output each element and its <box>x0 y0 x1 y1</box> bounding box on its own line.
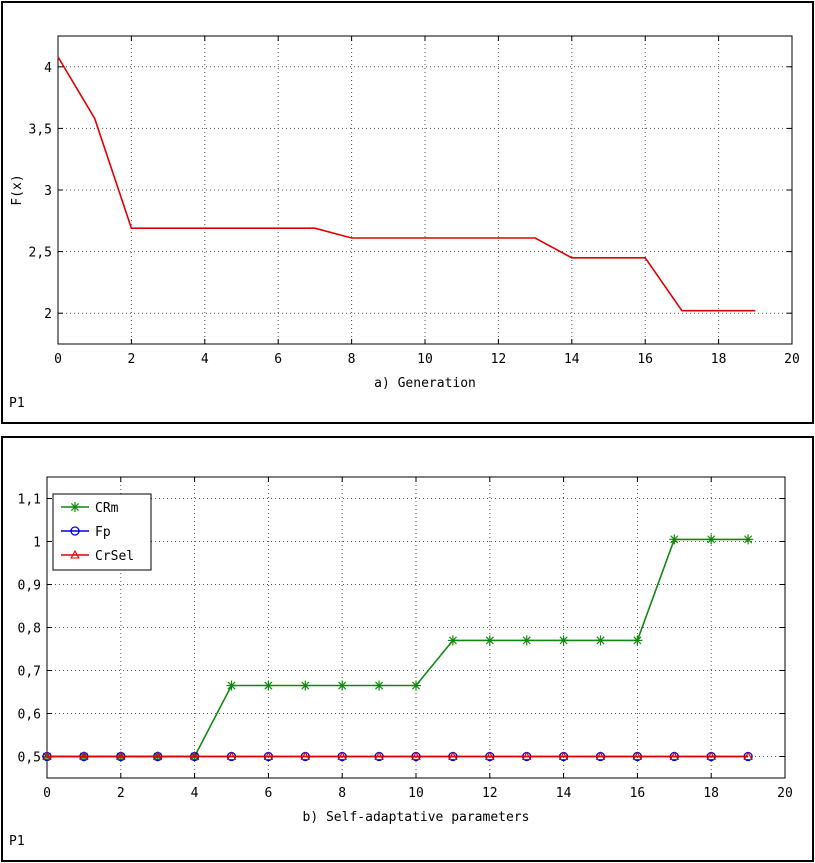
chart-a-y-tick-label: 2,5 <box>29 246 52 261</box>
chart-b-x-tick-label: 10 <box>408 786 424 801</box>
chart-a-x-tick-label: 2 <box>127 352 135 367</box>
chart-b-x-tick-label: 16 <box>630 786 646 801</box>
chart-b-data-point <box>521 751 532 761</box>
chart-a-y-axis-label: F(x) <box>10 174 25 205</box>
chart-b-x-tick-label: 12 <box>482 786 498 801</box>
chart-b-x-tick-label: 4 <box>191 786 199 801</box>
chart-a-x-tick-label: 20 <box>784 352 800 367</box>
chart-b-data-point <box>485 751 495 761</box>
chart-b-data-point <box>337 680 348 691</box>
chart-b-data-point <box>669 534 680 545</box>
chart-b-legend-label: CRm <box>95 501 119 516</box>
chart-b-x-tick-label: 0 <box>43 786 51 801</box>
chart-b-legend-marker <box>70 526 80 536</box>
chart-b-data-point <box>484 635 495 646</box>
chart-b-data-point <box>337 751 347 761</box>
chart-b-data-point <box>669 751 680 761</box>
chart-a-x-tick-label: 10 <box>417 352 433 367</box>
chart-b-data-point <box>374 680 385 691</box>
chart-b-data-point <box>42 751 52 761</box>
chart-panel-b: 0 2 4 6 8 10 12 14 16 18 20 0,5 0,6 0,7 0,8 0,9 1 1,1 b) S… <box>1 436 814 862</box>
chart-a-y-tick-label: 2 <box>44 307 52 322</box>
chart-a-x-tick-label: 18 <box>711 352 727 367</box>
chart-b-data-point <box>79 751 89 761</box>
chart-a-series-line-0 <box>57 56 756 312</box>
chart-a-y-tick-label: 3 <box>44 184 52 199</box>
chart-b-data-point <box>374 751 384 761</box>
chart-a-x-tick-label: 0 <box>54 352 62 367</box>
chart-b-data-point <box>226 751 237 761</box>
chart-b-data-point <box>632 751 643 761</box>
chart-b-data-point <box>743 534 754 545</box>
chart-b-y-tick-label: 0,8 <box>18 622 41 637</box>
chart-a-x-tick-label: 14 <box>564 352 580 367</box>
chart-b-data-point <box>706 534 717 545</box>
chart-b-data-point <box>226 680 237 691</box>
chart-b-data-point <box>152 751 163 761</box>
chart-b-y-tick-label: 1 <box>33 536 41 551</box>
chart-b-data-point <box>447 635 458 646</box>
chart-b-x-tick-label: 8 <box>338 786 346 801</box>
chart-a-x-tick-label: 16 <box>637 352 653 367</box>
chart-b-data-point <box>448 751 458 761</box>
panel-tag-a: P1 <box>9 396 25 411</box>
chart-b-y-tick-label: 1,1 <box>18 493 41 508</box>
chart-b-legend-label: Fp <box>95 525 111 540</box>
chart-b-y-tick-label: 0,6 <box>18 708 41 723</box>
chart-a-x-tick-label: 8 <box>348 352 356 367</box>
chart-panel-a: 0 2 4 6 8 10 12 14 16 18 20 2 2,5 3 3,5 4 a) Generation F… <box>1 1 814 424</box>
chart-b-series-line-CRm <box>47 538 749 758</box>
chart-a-x-tick-label: 4 <box>201 352 209 367</box>
chart-b-legend-label: CrSel <box>95 549 134 564</box>
chart-b-data-point <box>595 751 606 761</box>
chart-a-x-axis-label: a) Generation <box>374 376 476 391</box>
chart-b-data-point <box>411 680 421 691</box>
chart-b-data-point <box>263 751 274 761</box>
chart-b-data-point <box>263 680 274 691</box>
chart-b-data-point <box>743 751 753 761</box>
chart-b-data-point <box>116 751 126 761</box>
chart-b-y-tick-label: 0,7 <box>18 665 41 680</box>
chart-b-data-point <box>300 680 311 691</box>
chart-b-data-point <box>300 751 311 761</box>
chart-b-data-point <box>706 751 716 761</box>
chart-b-x-tick-label: 18 <box>703 786 719 801</box>
chart-a-x-tick-label: 6 <box>274 352 282 367</box>
chart-b-data-point <box>411 751 421 761</box>
chart-b-legend-marker <box>70 502 80 512</box>
chart-b-data-point <box>595 635 606 646</box>
chart-b-x-tick-label: 14 <box>556 786 572 801</box>
chart-b-data-point <box>558 635 569 646</box>
chart-b-y-tick-label: 0,5 <box>18 751 41 766</box>
panel-tag-b: P1 <box>9 834 25 849</box>
chart-a-axes-frame <box>57 35 793 345</box>
chart-b-x-tick-label: 20 <box>777 786 793 801</box>
chart-b-data-point <box>632 635 643 646</box>
chart-b-x-tick-label: 6 <box>264 786 272 801</box>
chart-b-x-axis-label: b) Self-adaptative parameters <box>303 810 530 825</box>
chart-a-y-tick-label: 3,5 <box>29 122 52 137</box>
chart-a-x-tick-label: 12 <box>491 352 507 367</box>
chart-b-y-tick-label: 0,9 <box>18 579 41 594</box>
chart-b-data-point <box>521 635 532 646</box>
chart-b-legend-marker <box>70 549 80 559</box>
chart-b-x-tick-label: 2 <box>117 786 125 801</box>
chart-b-data-point <box>558 751 569 761</box>
chart-b-svg: 0 2 4 6 8 10 12 14 16 18 20 0,5 0,6 0,7 0,8 0,9 1 1,1 b) S… <box>18 476 793 825</box>
chart-a-y-tick-label: 4 <box>44 61 52 76</box>
chart-a-svg: 0 2 4 6 8 10 12 14 16 18 20 2 2,5 3 3,5 4 a) Generation F… <box>10 35 800 391</box>
chart-b-data-point <box>189 751 200 761</box>
